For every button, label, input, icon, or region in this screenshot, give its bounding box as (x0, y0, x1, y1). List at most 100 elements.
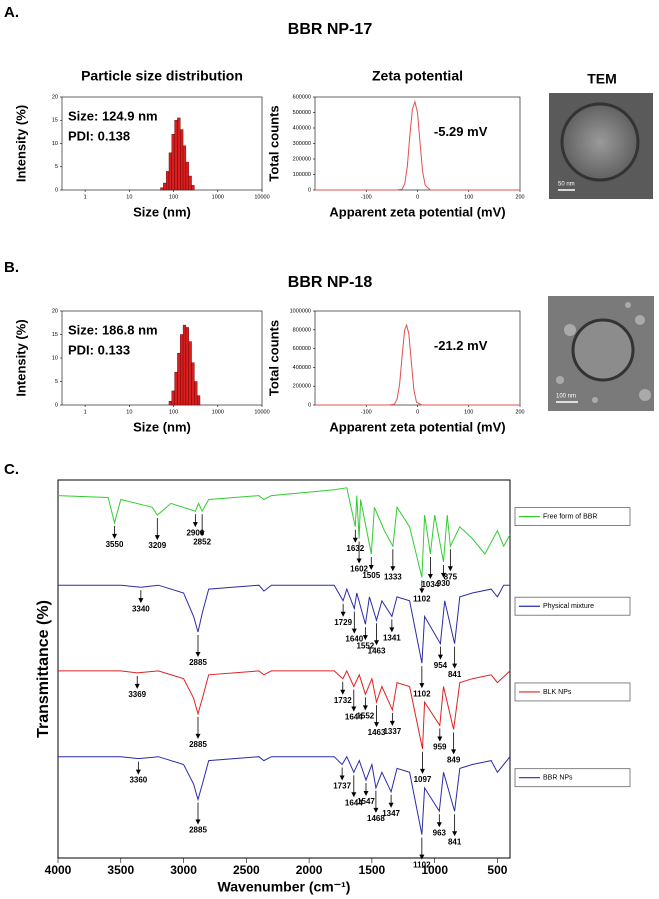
peak-arrow (452, 814, 458, 837)
plot-frame (57, 479, 511, 859)
arrow-head (440, 572, 446, 578)
spectrum-line (315, 99, 520, 191)
peak-label: 1644 (345, 798, 363, 807)
annotation: Size: 186.8 nm (68, 322, 158, 337)
x-tick-label: 2500 (233, 863, 260, 877)
histogram-bar (163, 182, 167, 191)
histogram-bar (196, 395, 201, 406)
arrow-head (362, 705, 368, 711)
arrow-head (419, 854, 425, 860)
histogram-bar (191, 185, 195, 191)
peak-arrow (419, 837, 425, 860)
peak-arrow (374, 623, 380, 646)
arrow-head (134, 683, 140, 689)
peak-label: 849 (447, 756, 461, 765)
peak-arrow (339, 767, 345, 781)
arrow-head (340, 689, 346, 695)
arrow-head (419, 768, 425, 774)
peak-arrow (138, 590, 144, 604)
histogram-bar (174, 371, 178, 406)
peak-label: 841 (448, 670, 462, 679)
peak-label: 1505 (362, 571, 380, 580)
x-tick-label: 500 (487, 863, 507, 877)
histogram-bar (194, 381, 198, 406)
peak-arrow (452, 646, 458, 669)
peak-arrow (340, 681, 346, 695)
peak-label: 1337 (383, 727, 401, 736)
peak-label: 3209 (148, 541, 166, 550)
panel-title: BBR NP-18 (288, 274, 373, 291)
legend-box (514, 507, 631, 526)
arrow-head (419, 588, 425, 594)
y-tick-label: 20 (52, 94, 58, 100)
peak-label: 3360 (129, 776, 147, 785)
histogram-bar (165, 171, 170, 191)
arrow-head (351, 628, 357, 634)
peak-label: 954 (434, 661, 448, 670)
histogram-bar (171, 390, 175, 406)
x-tick-label: 100 (464, 409, 473, 415)
arrow-head (356, 558, 362, 564)
peak-arrow (451, 732, 457, 755)
peak-label: 1463 (368, 646, 386, 655)
peak-arrow (389, 712, 395, 726)
histogram-bar (185, 161, 189, 191)
y-axis-label: Total counts (266, 320, 281, 396)
x-tick-label: -100 (361, 194, 372, 200)
peak-arrow (352, 529, 358, 543)
histogram-bar (188, 175, 192, 191)
peak-arrow (112, 525, 117, 539)
peak-arrow (440, 564, 446, 578)
panel-title: BBR NP-17 (288, 21, 373, 38)
legend-label: BLK NPs (543, 689, 572, 696)
y-tick-label: 0 (55, 187, 58, 193)
legend-label: BBR NPs (543, 775, 573, 782)
arrow-head (390, 566, 396, 572)
x-tick-label: 4000 (45, 863, 72, 877)
spectrum-line (58, 755, 511, 835)
histogram-bar (174, 120, 178, 191)
y-tick-label: 15 (52, 118, 58, 124)
y-axis-label: Transmittance (%) (35, 600, 52, 738)
annotation: -5.29 mV (434, 124, 488, 139)
peak-arrow (373, 790, 379, 813)
peak-arrow (389, 619, 395, 633)
x-tick-label: 1 (84, 194, 87, 200)
chart-title: Particle size distribution (81, 68, 243, 84)
arrow-head (362, 635, 368, 641)
histogram-bar (180, 334, 184, 406)
histogram-bar (182, 145, 187, 191)
histogram-bar (191, 362, 195, 406)
chart-title: Zeta potential (372, 68, 463, 84)
arrow-head (374, 722, 380, 728)
histogram-bar (182, 324, 187, 406)
histogram-bar (177, 353, 181, 406)
arrow-head (447, 566, 453, 572)
peak-arrow (199, 514, 205, 537)
x-tick-label: 100 (464, 194, 473, 200)
y-tick-label: 0 (308, 402, 311, 408)
spectrum-line (57, 487, 511, 578)
arrow-head (195, 733, 201, 739)
spectrum-line (315, 323, 520, 406)
peak-label: 1552 (356, 641, 374, 650)
peak-label: 1347 (382, 809, 400, 818)
peak-arrow (368, 557, 374, 571)
peak-arrow (192, 514, 198, 528)
x-axis-label: Wavenumber (cm⁻¹) (218, 879, 351, 895)
arrow-head (192, 522, 198, 528)
peak-label: 1102 (413, 689, 431, 698)
arrow-head (154, 535, 160, 541)
peak-label: 963 (433, 828, 447, 837)
y-axis-label: Intensity (%) (13, 319, 28, 396)
histogram-bar (160, 187, 164, 191)
x-tick-label: -100 (361, 409, 372, 415)
arrow-head (138, 598, 144, 604)
x-axis-label: Apparent zeta potential (mV) (329, 204, 505, 219)
peak-label: 1102 (413, 595, 431, 604)
arrow-head (427, 574, 433, 580)
x-tick-label: 100 (169, 194, 178, 200)
x-tick-label: 2000 (296, 863, 323, 877)
arrow-head (373, 807, 379, 813)
